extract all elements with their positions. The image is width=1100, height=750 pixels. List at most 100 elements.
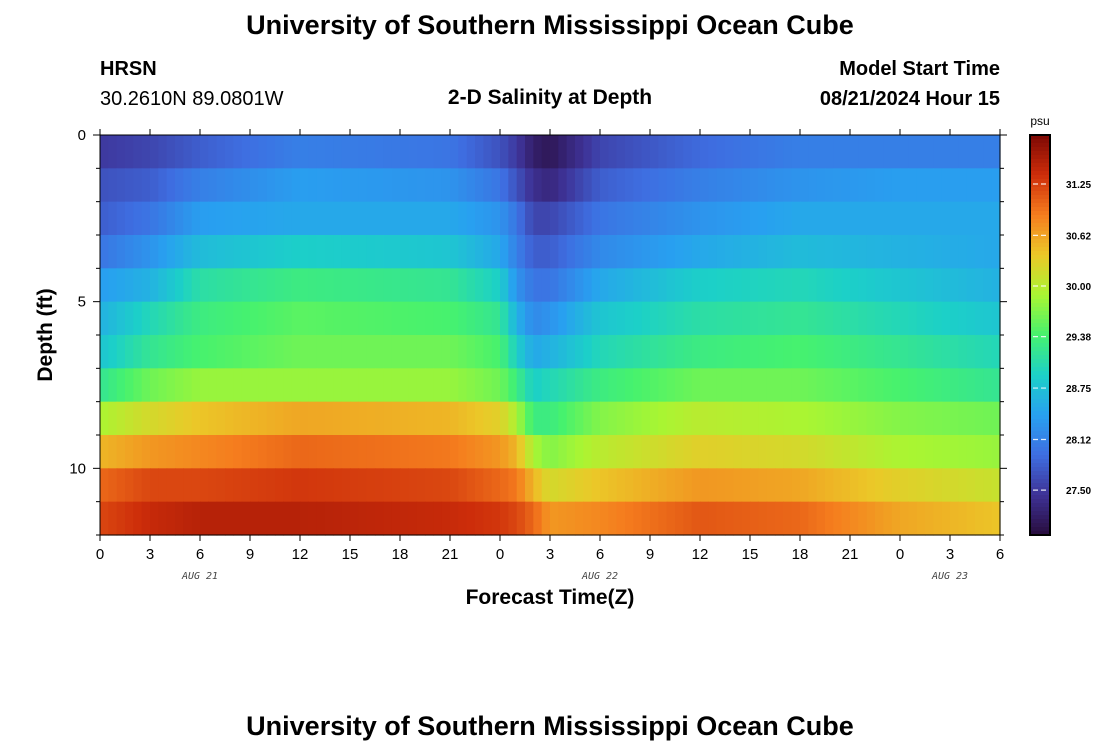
heatmap-cell: [391, 368, 401, 403]
heatmap-cell: [291, 168, 301, 203]
heatmap-cell: [141, 401, 151, 436]
heatmap-cell: [575, 201, 584, 236]
heatmap-cell: [575, 235, 584, 269]
heatmap-cell: [866, 268, 876, 303]
heatmap-cell: [483, 401, 493, 436]
heatmap-cell: [450, 368, 459, 403]
heatmap-cell: [200, 501, 209, 536]
heatmap-cell: [516, 501, 526, 536]
heatmap-cell: [716, 301, 726, 336]
heatmap-cell: [416, 368, 426, 403]
colorbar-segment: [1030, 183, 1050, 188]
heatmap-cell: [183, 501, 193, 536]
heatmap-cell: [958, 168, 968, 203]
colorbar-segment: [1030, 427, 1050, 432]
x-date-label: AUG 23: [931, 571, 968, 582]
heatmap-cell: [733, 468, 743, 503]
heatmap-cell: [650, 268, 659, 303]
heatmap-cell: [600, 168, 609, 203]
heatmap-cell: [533, 168, 543, 203]
colorbar: 27.50 28.12 28.75 29.38 30.00 30.62 31.25: [1029, 134, 1091, 536]
heatmap-cell: [908, 268, 918, 303]
heatmap-cell: [450, 135, 459, 169]
heatmap-cell: [508, 435, 518, 469]
heatmap-cell: [158, 335, 168, 369]
heatmap-cell: [950, 301, 959, 336]
heatmap-cell: [175, 201, 184, 236]
heatmap-cell: [875, 335, 884, 369]
heatmap-cell: [658, 301, 668, 336]
heatmap-cell: [475, 135, 484, 169]
heatmap-cell: [425, 468, 434, 503]
heatmap-cell: [833, 335, 843, 369]
heatmap-cell: [650, 168, 659, 203]
heatmap-cell: [275, 168, 284, 203]
heatmap-cell: [225, 168, 234, 203]
heatmap-cell: [800, 301, 809, 336]
heatmap-cell: [741, 201, 751, 236]
heatmap-cell: [758, 235, 768, 269]
heatmap-cell: [466, 435, 476, 469]
heatmap-cell: [841, 435, 851, 469]
heatmap-cell: [941, 235, 951, 269]
colorbar-tick-label: 29.38: [1066, 333, 1091, 344]
heatmap-cell: [833, 468, 843, 503]
heatmap-cell: [750, 201, 759, 236]
heatmap-cell: [116, 401, 126, 436]
heatmap-cell: [800, 135, 809, 169]
heatmap-cell: [566, 501, 576, 536]
colorbar-segment: [1030, 515, 1050, 520]
heatmap-cell: [608, 268, 618, 303]
heatmap-cell: [108, 501, 118, 536]
heatmap-cell: [566, 168, 576, 203]
heatmap-cell: [666, 368, 676, 403]
heatmap-cell: [100, 435, 109, 469]
colorbar-segment: [1030, 287, 1050, 292]
colorbar-segment: [1030, 303, 1050, 308]
colorbar-segment: [1030, 411, 1050, 416]
heatmap-cell: [950, 335, 959, 369]
heatmap-cell: [675, 235, 684, 269]
heatmap-cell: [700, 268, 709, 303]
heatmap-cell: [391, 168, 401, 203]
heatmap-cell: [133, 335, 143, 369]
heatmap-cell: [366, 268, 376, 303]
heatmap-cell: [558, 135, 568, 169]
x-tick-label: 12: [692, 546, 709, 563]
heatmap-cell: [591, 168, 601, 203]
heatmap-cell: [608, 501, 618, 536]
salinity-heatmap: [100, 135, 1001, 536]
heatmap-cell: [450, 301, 459, 336]
heatmap-cell: [133, 501, 143, 536]
heatmap-cell: [258, 268, 268, 303]
heatmap-cell: [108, 268, 118, 303]
heatmap-cell: [600, 235, 609, 269]
heatmap-cell: [825, 201, 834, 236]
heatmap-cell: [283, 301, 293, 336]
heatmap-cell: [250, 435, 259, 469]
heatmap-cell: [416, 168, 426, 203]
colorbar-segment: [1030, 279, 1050, 284]
heatmap-cell: [583, 268, 593, 303]
heatmap-cell: [441, 268, 451, 303]
heatmap-cell: [825, 301, 834, 336]
heatmap-cell: [966, 301, 976, 336]
heatmap-cell: [683, 401, 693, 436]
heatmap-cell: [433, 401, 443, 436]
heatmap-cell: [641, 301, 651, 336]
colorbar-segment: [1030, 199, 1050, 204]
heatmap-cell: [483, 235, 493, 269]
heatmap-cell: [125, 335, 134, 369]
heatmap-cell: [425, 268, 434, 303]
heatmap-cell: [900, 201, 909, 236]
heatmap-cell: [691, 435, 701, 469]
heatmap-cell: [458, 201, 468, 236]
heatmap-cell: [725, 401, 734, 436]
heatmap-cell: [758, 201, 768, 236]
heatmap-cell: [125, 435, 134, 469]
heatmap-cell: [266, 368, 276, 403]
heatmap-cell: [766, 301, 776, 336]
heatmap-cell: [725, 168, 734, 203]
heatmap-cell: [175, 468, 184, 503]
heatmap-cell: [233, 235, 243, 269]
